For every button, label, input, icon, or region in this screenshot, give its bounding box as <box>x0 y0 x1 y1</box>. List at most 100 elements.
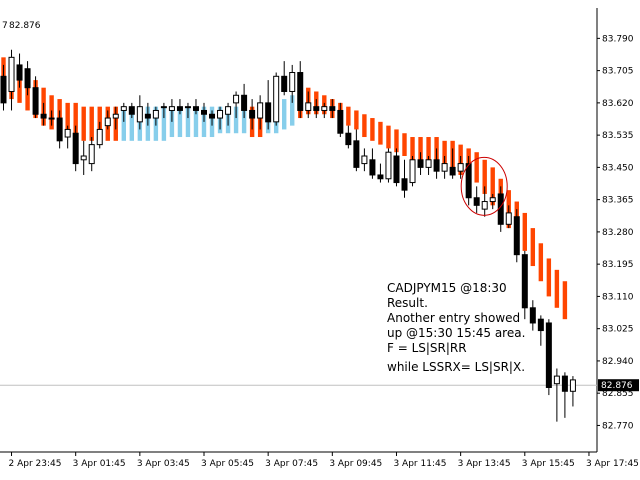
candle-body-bull <box>569 379 576 392</box>
candle-body-bear <box>513 216 520 256</box>
candle-body-bull <box>120 106 127 111</box>
candle <box>393 148 400 187</box>
candle-body-bull <box>457 163 464 172</box>
band-bar <box>482 159 487 194</box>
candle <box>433 148 440 179</box>
candle-body-bear <box>56 117 63 142</box>
candle <box>409 156 416 187</box>
price-tick-label: 83.195 <box>602 260 634 270</box>
band-bar <box>290 95 295 126</box>
band-bar <box>554 269 560 308</box>
candle-body-bear <box>144 113 151 119</box>
candle <box>0 64 7 111</box>
price-tick-label: 83.620 <box>602 99 634 109</box>
candle <box>545 319 552 396</box>
marker-layer <box>460 156 508 216</box>
band-bar <box>177 106 183 138</box>
candle-body-bull <box>64 128 71 138</box>
annotation-line-6: while LSSRX= LS|SR|X. <box>387 360 526 374</box>
time-tick-label: 3 Apr 07:45 <box>265 459 318 469</box>
band-bar <box>402 133 407 156</box>
candle-body-bear <box>529 307 536 324</box>
time-tick-label: 3 Apr 05:45 <box>201 459 254 469</box>
price-tick-label: 83.790 <box>602 34 634 44</box>
price-tick-label: 83.450 <box>602 163 634 173</box>
candle-body-bull <box>305 102 312 111</box>
candle-body-bull <box>152 109 159 119</box>
candle-body-bull <box>481 201 488 210</box>
candle <box>257 95 264 130</box>
candle <box>64 125 71 149</box>
candle-body-bear <box>545 322 552 388</box>
candle <box>321 102 328 119</box>
candle-body-bear <box>72 132 79 165</box>
candle <box>505 205 512 229</box>
candle-body-bull <box>8 56 15 92</box>
header-price: 82.876 <box>9 21 41 31</box>
candle-body-bear <box>465 163 472 199</box>
candle-body-bear <box>337 109 344 134</box>
candle-body-bull <box>136 106 143 123</box>
candle <box>305 91 312 119</box>
band-bar <box>370 118 375 141</box>
candle-body-bear <box>449 166 456 176</box>
candle <box>553 368 560 422</box>
candle-body-bull <box>273 75 280 123</box>
price-tick-label: 83.110 <box>602 292 634 302</box>
candle-body-bull <box>168 106 175 111</box>
candle-body-bear <box>192 106 199 111</box>
candle-body-bull <box>553 375 560 385</box>
candle-body-bear <box>393 155 400 184</box>
annotation-line-4: up @15:30 15:45 area. <box>387 326 526 340</box>
candle <box>473 186 480 213</box>
candle-body-bear <box>433 159 440 172</box>
band-bar <box>362 114 367 138</box>
band-bar <box>161 106 167 141</box>
candle <box>529 300 536 331</box>
candle-body-bear <box>40 113 47 119</box>
candle <box>8 49 15 111</box>
band-bar <box>474 152 479 183</box>
band-bar <box>129 106 135 141</box>
candle-body-bull <box>104 117 111 127</box>
candle-body-bull <box>385 151 392 180</box>
band-bar <box>530 228 536 267</box>
time-tick-label: 3 Apr 01:45 <box>73 459 126 469</box>
time-tick-label: 3 Apr 11:45 <box>393 459 446 469</box>
candle <box>176 99 183 115</box>
candle-body-bull <box>257 102 264 119</box>
price-tick-label: 82.770 <box>602 421 634 431</box>
candle <box>561 372 568 418</box>
candle-body-bull <box>489 197 496 203</box>
candle <box>489 193 496 210</box>
candle <box>249 99 256 130</box>
candle <box>457 156 464 179</box>
candle <box>88 137 95 172</box>
candle <box>329 99 336 119</box>
candle <box>40 102 47 126</box>
candle <box>425 156 432 175</box>
band-bar <box>546 258 552 297</box>
price-axis: 83.790 83.705 83.620 83.535 83.450 83.365 83.2… <box>597 34 639 431</box>
candle <box>569 376 576 407</box>
band-bar <box>490 167 495 206</box>
candle <box>96 121 103 149</box>
candle-body-bear <box>281 75 288 92</box>
candle <box>24 61 31 96</box>
candle <box>385 148 392 183</box>
candle-body-bear <box>201 109 207 115</box>
candle-body-bear <box>16 64 23 81</box>
band-bar <box>185 106 191 138</box>
candle-body-bear <box>417 159 424 168</box>
entry-marker-circle <box>460 156 508 216</box>
candle-body-bear <box>24 68 31 89</box>
candle <box>128 102 135 119</box>
candle <box>449 148 456 179</box>
candle-body-bull <box>409 159 416 184</box>
candle <box>513 209 520 263</box>
candle-body-bear <box>0 75 7 104</box>
price-tick-label: 83.365 <box>602 196 634 206</box>
candle-body-bull <box>160 106 167 109</box>
candle-body-bear <box>297 72 304 111</box>
